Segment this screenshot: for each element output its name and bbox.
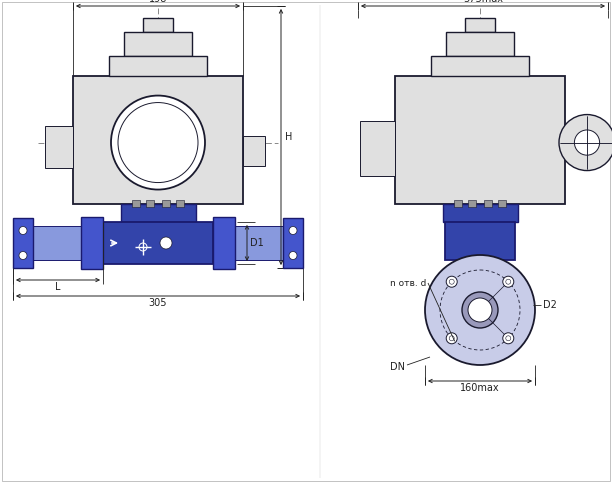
Bar bbox=[235, 226, 283, 260]
Bar bbox=[446, 32, 514, 56]
Circle shape bbox=[468, 298, 492, 322]
Circle shape bbox=[446, 276, 457, 287]
Text: H: H bbox=[285, 132, 293, 142]
Circle shape bbox=[19, 252, 27, 259]
Bar bbox=[124, 32, 192, 56]
Bar bbox=[109, 56, 207, 76]
Bar bbox=[283, 218, 303, 268]
Text: D2: D2 bbox=[543, 300, 557, 310]
Bar bbox=[454, 200, 462, 207]
Bar bbox=[484, 200, 492, 207]
Bar bbox=[468, 200, 476, 207]
Bar bbox=[442, 204, 518, 222]
Text: 198: 198 bbox=[149, 0, 167, 4]
Bar bbox=[132, 200, 140, 207]
Circle shape bbox=[503, 333, 514, 344]
Text: 160max: 160max bbox=[460, 383, 500, 393]
Circle shape bbox=[111, 96, 205, 189]
Text: D1: D1 bbox=[250, 238, 264, 248]
Circle shape bbox=[462, 292, 498, 328]
Bar bbox=[431, 56, 529, 76]
Circle shape bbox=[503, 276, 514, 287]
Bar bbox=[73, 76, 243, 204]
Circle shape bbox=[19, 227, 27, 235]
Bar bbox=[213, 217, 235, 269]
Bar bbox=[243, 136, 265, 166]
Bar bbox=[162, 200, 170, 207]
Bar bbox=[360, 121, 395, 176]
Bar bbox=[445, 222, 515, 260]
Circle shape bbox=[446, 333, 457, 344]
Bar bbox=[146, 200, 154, 207]
Bar bbox=[33, 226, 81, 260]
Text: DN: DN bbox=[390, 362, 405, 372]
Text: L: L bbox=[55, 282, 61, 292]
Bar bbox=[465, 260, 495, 283]
Circle shape bbox=[289, 252, 297, 259]
Bar bbox=[465, 18, 495, 32]
Bar bbox=[45, 126, 73, 168]
Circle shape bbox=[575, 130, 600, 155]
Circle shape bbox=[559, 114, 612, 170]
Bar bbox=[81, 217, 103, 269]
Bar bbox=[13, 218, 33, 268]
Circle shape bbox=[160, 237, 172, 249]
Bar bbox=[176, 200, 184, 207]
Bar bbox=[498, 200, 506, 207]
Text: 575max: 575max bbox=[463, 0, 503, 4]
Circle shape bbox=[289, 227, 297, 235]
Text: 305: 305 bbox=[149, 298, 167, 308]
Text: n отв. d: n отв. d bbox=[390, 279, 427, 287]
Bar bbox=[121, 204, 195, 222]
Bar bbox=[103, 222, 213, 264]
Circle shape bbox=[425, 255, 535, 365]
Bar bbox=[143, 18, 173, 32]
Bar bbox=[395, 76, 565, 204]
